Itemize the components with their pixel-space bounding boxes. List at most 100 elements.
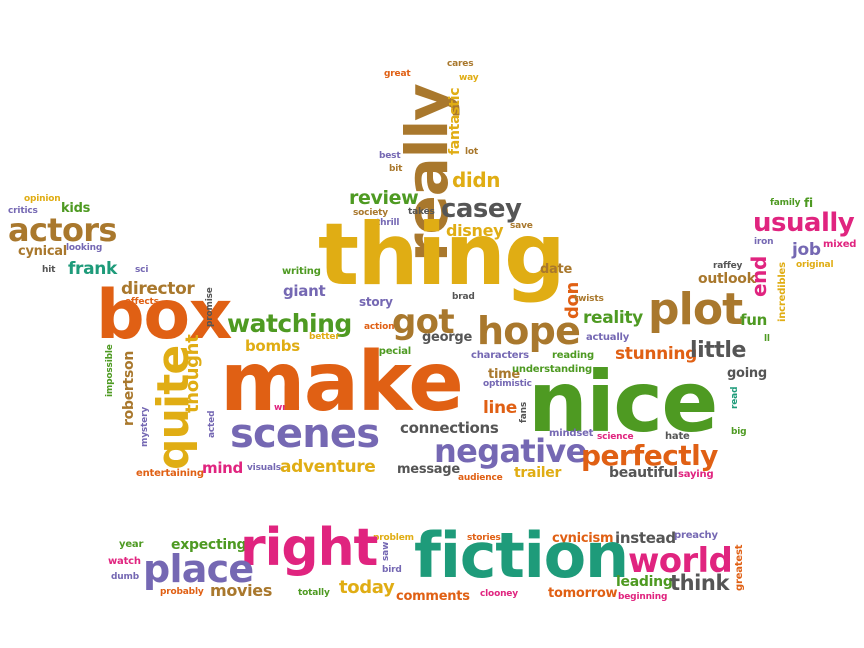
word-promise: promise xyxy=(205,286,215,327)
word-kids: kids xyxy=(61,201,91,216)
word-twists: twists xyxy=(574,294,604,304)
word-george: george xyxy=(422,330,473,345)
word-expecting: expecting xyxy=(171,537,247,553)
word-writing: writing xyxy=(282,266,321,277)
word-critics: critics xyxy=(8,206,38,216)
word-tomorrow: tomorrow xyxy=(548,586,618,601)
word-connections: connections xyxy=(400,419,499,437)
word-stunning: stunning xyxy=(615,344,697,364)
word-casey: casey xyxy=(441,194,522,224)
word-adventure: adventure xyxy=(280,457,376,477)
word-understanding: understanding xyxy=(512,364,592,375)
word-think: think xyxy=(670,571,730,595)
word-little: little xyxy=(690,338,746,363)
word-actually: actually xyxy=(586,332,630,343)
word-beautiful: beautiful xyxy=(609,465,678,481)
word-bit: bit xyxy=(389,164,403,174)
word-family: family xyxy=(770,198,801,208)
word-job: job xyxy=(792,240,821,260)
word-hope: hope xyxy=(477,309,581,353)
word-effects: effects xyxy=(125,297,159,307)
word-going: going xyxy=(727,366,767,381)
word-clooney: clooney xyxy=(480,589,518,599)
word-special: special xyxy=(373,346,412,357)
word-cynical: cynical xyxy=(18,244,68,259)
word-action: action xyxy=(364,322,395,332)
word-perfectly: perfectly xyxy=(581,439,718,472)
word-time: time xyxy=(488,367,520,382)
word-characters: characters xyxy=(471,350,529,361)
word-thought: thought xyxy=(182,334,203,414)
word-watch: watch xyxy=(108,556,141,567)
word-way: way xyxy=(459,73,479,83)
word-giant: giant xyxy=(283,282,326,300)
word-totally: totally xyxy=(298,588,330,598)
word-entertaining: entertaining xyxy=(136,468,204,479)
word-got: got xyxy=(392,302,455,342)
word-save: save xyxy=(510,221,533,231)
word-fans: fans xyxy=(519,401,529,423)
word-better: better xyxy=(309,332,340,342)
word-trailer: trailer xyxy=(514,465,562,481)
word-sci: sci xyxy=(135,265,149,275)
word-date: date xyxy=(540,262,573,277)
word-great: great xyxy=(384,69,411,79)
word-today: today xyxy=(339,577,395,598)
word-plot: plot xyxy=(648,284,743,335)
word-reading: reading xyxy=(552,350,594,361)
word-lot: lot xyxy=(465,147,479,157)
word-world: world xyxy=(628,541,733,581)
word-optimistic: optimistic xyxy=(483,379,532,389)
word-thrill: thrill xyxy=(376,218,400,228)
word-frank: frank xyxy=(68,259,117,279)
word-reality: reality xyxy=(583,308,643,328)
word-instead: instead xyxy=(615,529,676,547)
word-usually: usually xyxy=(753,208,855,238)
word-ll: ll xyxy=(764,334,770,344)
word-director: director xyxy=(121,279,195,299)
word-problem: problem xyxy=(373,533,414,543)
word-hit: hit xyxy=(42,265,56,275)
word-fi: fi xyxy=(804,196,813,210)
word-acted: acted xyxy=(207,410,217,439)
word-movies: movies xyxy=(210,581,273,600)
word-beginning: beginning xyxy=(618,592,668,602)
word-mind: mind xyxy=(202,459,243,477)
word-right: right xyxy=(240,518,378,578)
word-incredibles: incredibles xyxy=(777,261,788,322)
word-write: write xyxy=(274,403,300,413)
word-story: story xyxy=(359,295,393,309)
word-saw: saw xyxy=(381,541,391,561)
word-cares: cares xyxy=(447,59,474,69)
word-box: box xyxy=(96,276,233,355)
word-raffey: raffey xyxy=(713,261,743,271)
word-science: science xyxy=(597,432,634,442)
word-hate: hate xyxy=(665,431,690,442)
word-impossible: impossible xyxy=(105,344,115,398)
word-outlook: outlook xyxy=(698,271,756,287)
word-negative: negative xyxy=(434,432,587,470)
word-visuals: visuals xyxy=(247,463,281,473)
word-comments: comments xyxy=(396,589,470,604)
word-society: society xyxy=(353,208,388,218)
word-cynicism: cynicism xyxy=(552,531,614,546)
word-mystery: mystery xyxy=(140,406,150,447)
word-original: original xyxy=(796,260,834,270)
word-opinion: opinion xyxy=(24,194,61,204)
word-brad: brad xyxy=(452,292,475,302)
word-didn: didn xyxy=(452,168,501,192)
word-audience: audience xyxy=(458,473,503,483)
word-greatest: greatest xyxy=(734,545,745,592)
word-leading: leading xyxy=(616,574,673,590)
word-fun: fun xyxy=(740,311,767,329)
word-message: message xyxy=(397,462,460,477)
word-actors: actors xyxy=(8,211,117,249)
word-disney: disney xyxy=(446,221,504,240)
word-mindset: mindset xyxy=(549,428,594,439)
word-bombs: bombs xyxy=(245,337,300,355)
word-takes: takes xyxy=(408,207,435,217)
word-big: big xyxy=(731,427,747,437)
word-best: best xyxy=(379,151,401,161)
word-looking: looking xyxy=(66,243,103,253)
